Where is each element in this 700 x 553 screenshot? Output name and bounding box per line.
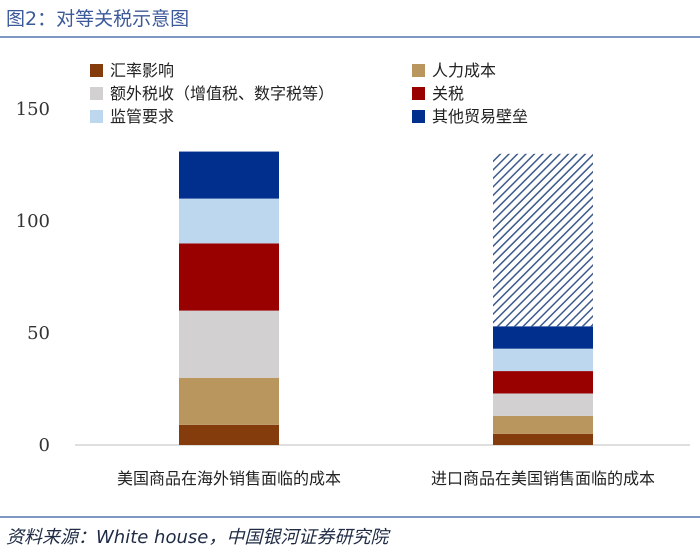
bar-segment-1-4 [493,348,593,372]
bar-segment-0-3 [179,243,279,311]
y-tick-label: 150 [16,99,50,120]
legend-label: 额外税收（增值税、数字税等） [110,84,334,103]
legend-label: 关税 [432,84,464,103]
title-divider [0,36,700,38]
stacked-bar-chart: 0 50 100 150 美国商品在海外销售面临的成本 进口商品在美国销售面临的成本 汇… [16,61,690,488]
legend-swatch [412,110,425,123]
bar-segment-1-3 [493,371,593,394]
legend-label: 人力成本 [432,61,496,80]
y-tick-label: 50 [27,323,50,344]
figure-title: 图2：对等关税示意图 [6,8,190,30]
footer-divider [0,516,700,518]
bar-segment-1-2 [493,393,593,416]
y-tick-label: 100 [16,211,50,232]
legend-swatch [90,87,103,100]
bar-segment-0-4 [179,198,279,244]
y-tick-label: 0 [39,435,50,456]
category-label: 进口商品在美国销售面临的成本 [431,469,655,488]
legend-swatch [90,110,103,123]
legend-label: 监管要求 [110,107,174,126]
bar-segment-0-1 [179,377,279,425]
category-labels: 美国商品在海外销售面临的成本 进口商品在美国销售面临的成本 [117,469,655,488]
category-label: 美国商品在海外销售面临的成本 [117,469,341,488]
legend-swatch [412,87,425,100]
bar-segment-1-6 [493,153,593,327]
bar-segment-0-0 [179,424,279,445]
legend-label: 汇率影响 [110,61,174,80]
y-axis-ticks: 0 50 100 150 [16,99,50,456]
bar-segment-1-1 [493,415,593,434]
legend-label: 其他贸易壁垒 [432,107,528,126]
legend-swatch [90,64,103,77]
legend-swatch [412,64,425,77]
bar-segment-0-5 [179,151,279,199]
source-note: 资料来源：White house，中国银河证券研究院 [6,527,389,548]
bar-segment-1-5 [493,326,593,349]
bar-segment-1-0 [493,433,593,445]
bars [179,151,593,445]
bar-segment-0-2 [179,310,279,378]
